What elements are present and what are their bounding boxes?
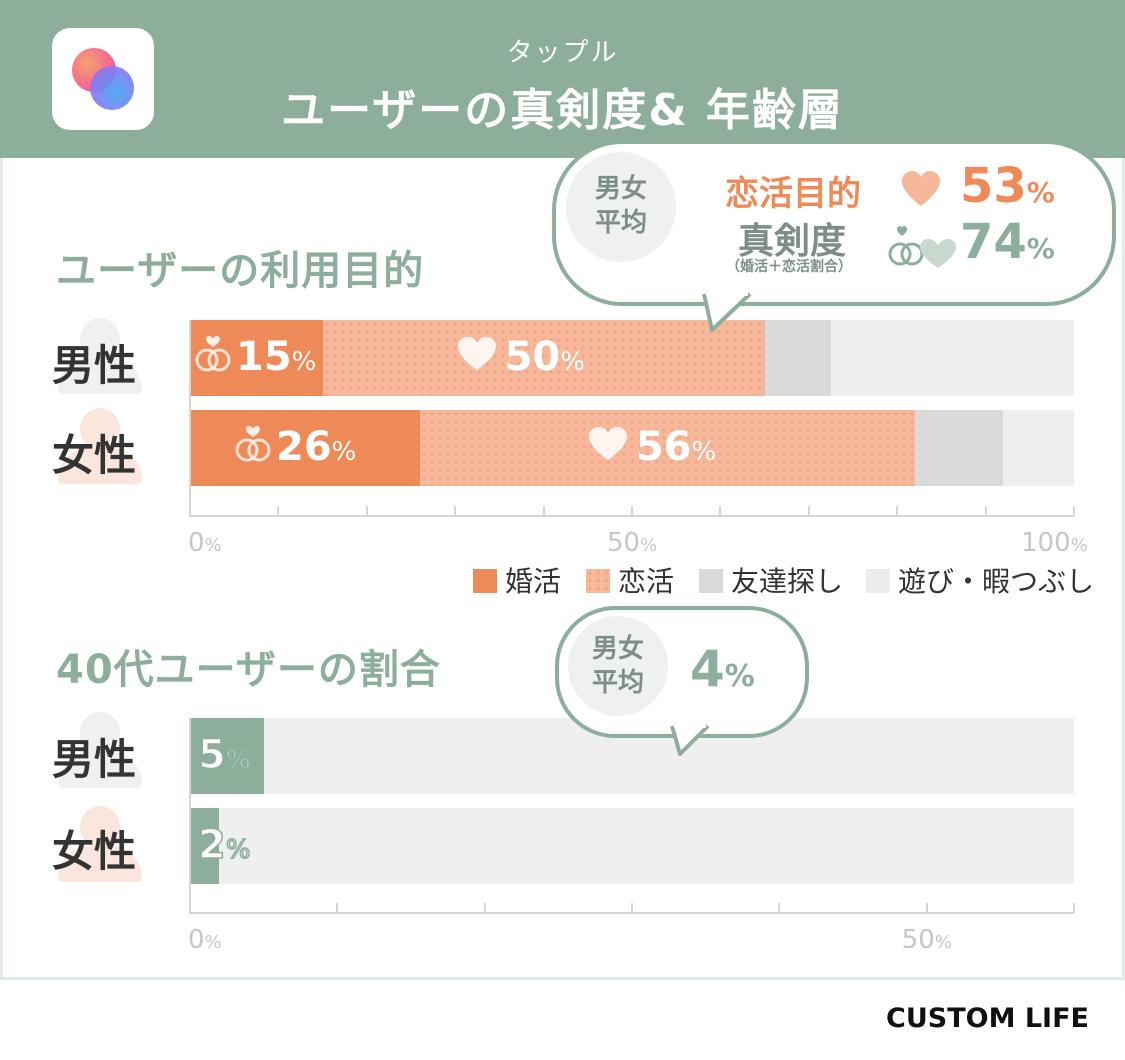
header-title: ユーザーの真剣度& 年齢層 — [281, 85, 844, 136]
chart2-y-axis — [189, 718, 191, 914]
bubble1-shinken-label: 真剣度 — [738, 221, 847, 262]
bubble2-average-circle: 男女 平均 — [568, 616, 668, 716]
male-renkatsu-segment-label: 50% — [457, 334, 585, 380]
chart1-y-axis — [189, 320, 191, 516]
purpose-bar-male: 15% 50% — [190, 320, 1074, 396]
row-label-female: 女性 — [52, 431, 137, 480]
chart1-x-axis — [189, 515, 1074, 517]
bubble1-renkatsu-value: 53% — [960, 158, 1055, 214]
chart2-tick — [483, 903, 486, 913]
bubble1-renkatsu-label: 恋活目的 — [725, 174, 861, 214]
chart1-tick — [189, 506, 191, 516]
heart-icon — [902, 171, 940, 206]
legend-asobi: 遊び・暇つぶし — [866, 560, 1094, 600]
legend-konkatsu: 婚活 — [473, 560, 561, 600]
chart1-tick — [631, 506, 633, 516]
age40-bar-female: 2% — [190, 808, 1074, 884]
brand-logo: CUSTOM LIFE — [886, 1003, 1089, 1034]
chart1-tick-label: 50% — [607, 528, 658, 558]
bubble2-value: 4% — [690, 640, 755, 698]
female-renkatsu-segment — [419, 410, 915, 486]
chart1-tick — [277, 506, 280, 516]
chart2-tick — [925, 903, 928, 913]
chart1-tick-label: 0% — [188, 528, 222, 558]
bubble1-tail — [702, 290, 752, 332]
chart2-tick — [189, 903, 191, 913]
male-asobi-segment — [831, 320, 1074, 396]
male-age40-label: 5% — [197, 731, 251, 779]
male-konkatsu-segment-label: 15% — [194, 334, 316, 380]
header-banner: タップル ユーザーの真剣度& 年齢層 — [0, 0, 1125, 158]
female-konkatsu-segment-label: 26% — [234, 424, 356, 470]
chart2-tick — [1073, 903, 1075, 913]
row-label-male: 男性 — [52, 341, 137, 390]
male-renkatsu-segment — [322, 320, 765, 396]
male-konkatsu-segment — [190, 320, 323, 396]
legend-tomodachi: 友達探し — [699, 560, 843, 600]
chart1-tick — [896, 506, 899, 516]
chart1-tick — [984, 506, 987, 516]
row-label-female-2: 女性 — [52, 827, 137, 876]
chart2-tick-label: 0% — [188, 925, 222, 955]
header-subtitle: タップル — [506, 38, 619, 68]
bubble1-average-circle: 男女 平均 — [566, 152, 676, 262]
female-konkatsu-segment — [190, 410, 420, 486]
male-tomodachi-segment — [764, 320, 831, 396]
row-label-male-2: 男性 — [52, 735, 137, 784]
rings-heart-icon — [888, 226, 956, 268]
chart1-tick — [365, 506, 368, 516]
male-age40-segment — [190, 718, 264, 794]
chart1-tick — [807, 506, 810, 516]
female-person-icon — [58, 408, 142, 484]
chart2-tick — [631, 903, 633, 913]
age40-bar-male: 5% — [190, 718, 1074, 794]
legend-renkatsu: 恋活 — [586, 560, 674, 600]
chart1-tick-label: 100% — [1021, 528, 1088, 558]
female-age40-segment — [190, 808, 220, 884]
female-asobi-segment — [1003, 410, 1074, 486]
chart1-tick — [542, 506, 545, 516]
male-person-icon-2 — [58, 712, 142, 788]
chart2-x-axis — [189, 912, 1074, 914]
female-person-icon-2 — [58, 806, 142, 882]
male-person-icon — [58, 318, 142, 394]
app-logo-icon — [52, 28, 154, 130]
female-tomodachi-segment — [914, 410, 1004, 486]
female-renkatsu-segment-label: 56% — [588, 424, 716, 470]
chart1-tick — [719, 506, 722, 516]
chart1-tick — [454, 506, 457, 516]
section2-title: 40代ユーザーの割合 — [56, 647, 441, 693]
bubble1-shinken-sublabel: （婚活＋恋活割合） — [726, 259, 852, 275]
chart2-tick-label: 50% — [901, 925, 952, 955]
chart2-tick — [336, 903, 339, 913]
bubble1-shinken-value: 74% — [960, 214, 1055, 270]
bubble2-tail — [670, 722, 710, 756]
female-age40-label: 2% — [197, 821, 251, 869]
chart2-tick — [778, 903, 781, 913]
section1-title: ユーザーの利用目的 — [56, 248, 425, 294]
purpose-bar-female: 26% 56% — [190, 410, 1074, 486]
chart1-tick — [1073, 506, 1075, 516]
